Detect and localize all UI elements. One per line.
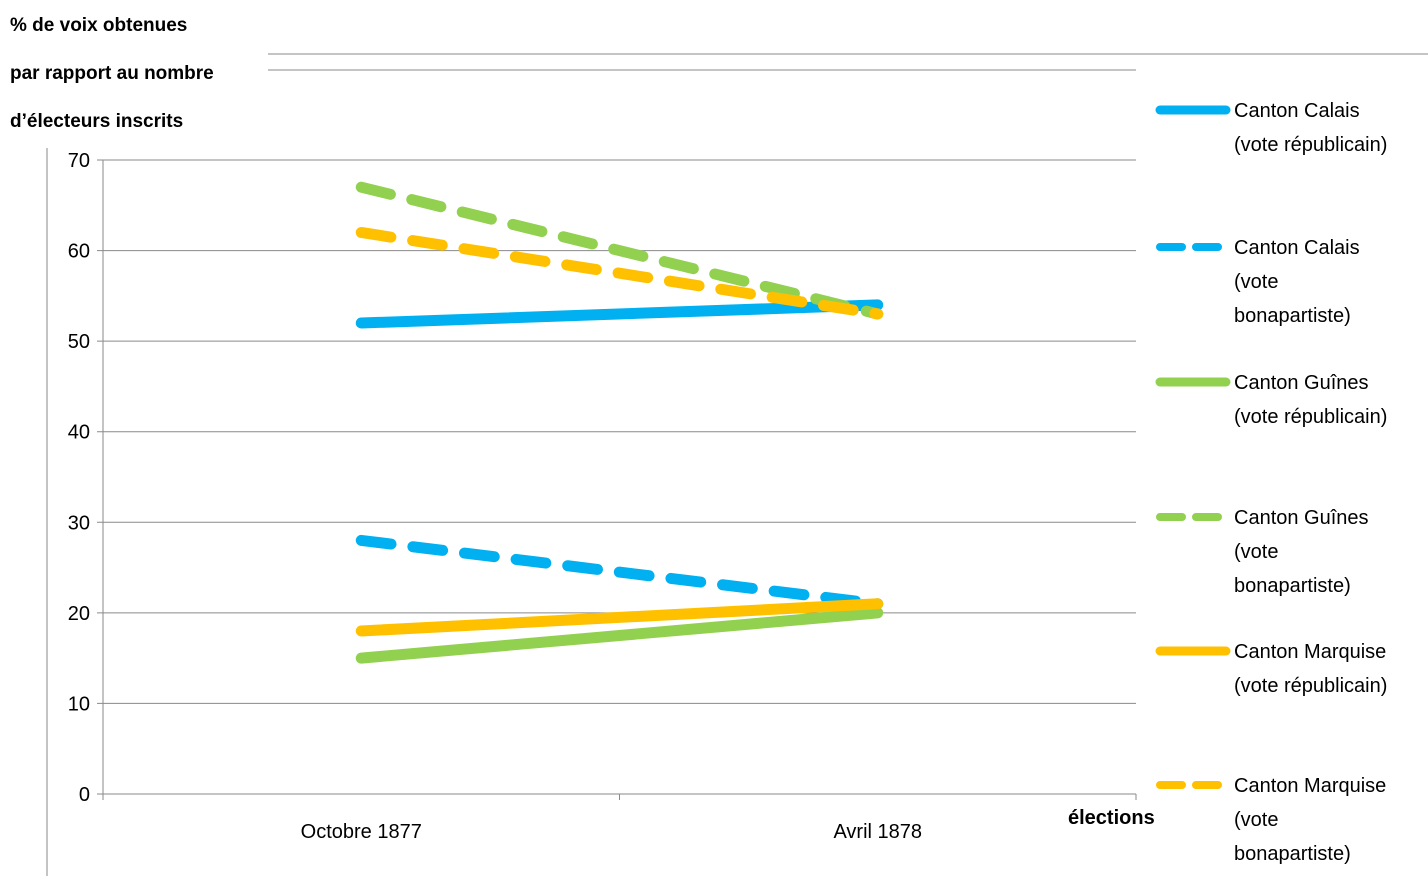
legend-label: Canton Calais	[1234, 100, 1360, 122]
legend-item-1: Canton Calais (vote républicain)	[1155, 100, 1387, 156]
chart-frame	[46, 53, 1428, 876]
y-tick-label: 20	[68, 603, 90, 625]
y-tick-labels: 0 10 20 30 40 50 60 70	[68, 150, 90, 806]
title-line-2: par rapport au nombre	[10, 63, 214, 84]
y-tick-label: 10	[68, 693, 90, 715]
legend-label: (vote	[1234, 271, 1278, 293]
series-line-4	[355, 181, 884, 320]
legend-label: Canton Marquise	[1234, 641, 1386, 663]
legend-label: (vote	[1234, 541, 1278, 563]
title-line-3: d’électeurs inscrits	[10, 111, 183, 132]
legend-label: (vote	[1234, 809, 1278, 831]
legend-label: (vote républicain)	[1234, 675, 1387, 697]
legend-label: Canton Guînes	[1234, 507, 1369, 529]
y-tick-label: 50	[68, 331, 90, 353]
x-axis-label: élections	[1068, 807, 1155, 829]
legend: Canton Calais(vote républicain)Canton Ca…	[1155, 100, 1387, 865]
y-tick-label: 40	[68, 422, 90, 444]
series-line-2	[355, 534, 884, 610]
legend-label: Canton Marquise	[1234, 775, 1386, 797]
series-line-5	[355, 598, 884, 637]
legend-item-2: Canton Calais (vote bonapartiste)	[1156, 237, 1360, 327]
legend-item-3: Canton Guînes (vote républicain)	[1155, 372, 1387, 428]
x-tick-label: Octobre 1877	[301, 821, 422, 843]
series-line-1	[355, 299, 884, 329]
legend-label: (vote républicain)	[1234, 134, 1387, 156]
legend-item-4: Canton Guînes (vote bonapartiste)	[1156, 507, 1369, 597]
legend-label: Canton Calais	[1234, 237, 1360, 259]
legend-label: bonapartiste)	[1234, 843, 1351, 865]
title-line-1: % de voix obtenues	[10, 15, 187, 36]
y-tick-label: 0	[79, 784, 90, 806]
legend-label: (vote républicain)	[1234, 406, 1387, 428]
y-axis-title: % de voix obtenues par rapport au nombre…	[10, 15, 214, 132]
x-tick-label: Avril 1878	[833, 821, 922, 843]
y-tick-label: 70	[68, 150, 90, 172]
y-tick-label: 30	[68, 512, 90, 534]
series-line-6	[355, 226, 884, 320]
x-tick-labels: Octobre 1877 Avril 1878	[102, 794, 1137, 843]
axes	[97, 160, 1136, 800]
legend-item-6: Canton Marquise (vote bonapartiste)	[1156, 775, 1386, 865]
legend-label: Canton Guînes	[1234, 372, 1369, 394]
legend-label: bonapartiste)	[1234, 575, 1351, 597]
legend-item-5: Canton Marquise (vote républicain)	[1155, 641, 1387, 697]
series-line-3	[355, 607, 884, 664]
y-tick-label: 60	[68, 241, 90, 263]
legend-label: bonapartiste)	[1234, 305, 1351, 327]
series-lines	[355, 181, 884, 664]
